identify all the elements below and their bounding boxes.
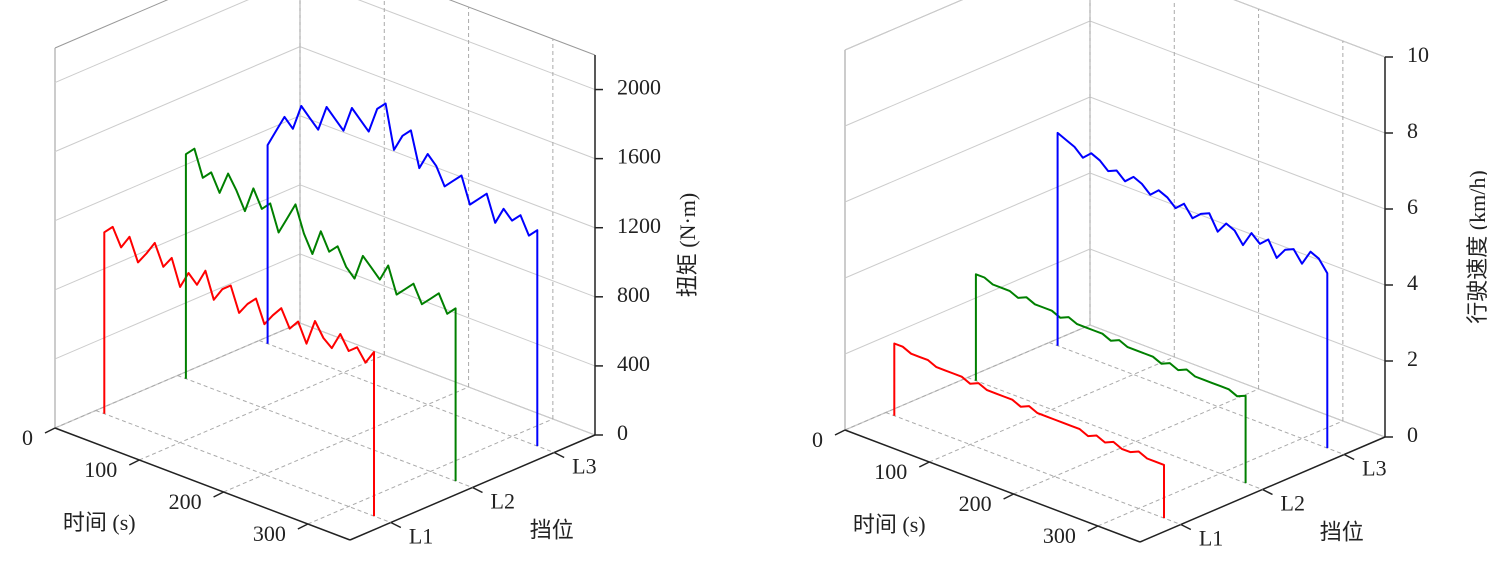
grid-line	[54, 184, 301, 291]
series-line	[1056, 131, 1329, 449]
x-axis	[54, 427, 351, 541]
grid-line	[1089, 96, 1386, 210]
grid-line	[357, 0, 596, 91]
series-line	[266, 102, 539, 447]
z-tick-label: 0	[617, 420, 628, 445]
z-tick-label: 1600	[617, 144, 661, 169]
category-axis-title: 挡位	[530, 517, 574, 542]
x-tick-label: 100	[84, 457, 117, 482]
category-tick-label: L2	[491, 489, 515, 514]
x-axis	[844, 429, 1141, 543]
grid-line	[299, 46, 596, 160]
z-tick-label: 400	[617, 351, 650, 376]
x-tick-label: 300	[253, 521, 286, 546]
category-tick	[1180, 523, 1192, 531]
wall-edge	[1233, 0, 1386, 58]
z-tick-label: 10	[1407, 42, 1429, 67]
category-tick	[1343, 453, 1355, 461]
grid-line	[1089, 248, 1386, 362]
grid-line	[54, 253, 301, 360]
z-axis-title: 行驶速度 (km/h)	[1465, 170, 1487, 323]
category-tick-label: L1	[1199, 526, 1223, 551]
grid-line	[1233, 0, 1386, 58]
wall-edge	[448, 0, 596, 56]
grid-line	[177, 375, 473, 488]
z-tick-label: 2000	[617, 75, 661, 100]
x-tick-label: 200	[959, 491, 992, 516]
grid-line	[54, 115, 301, 222]
x-tick	[834, 429, 846, 436]
x-axis-title: 时间 (s)	[63, 510, 136, 535]
category-axis-title: 挡位	[1320, 519, 1364, 544]
x-tick	[128, 459, 140, 466]
grid-line	[299, 115, 596, 229]
category-tick	[1262, 488, 1273, 496]
x-tick	[44, 427, 56, 434]
grid-line	[258, 340, 555, 453]
grid-line	[844, 172, 1091, 279]
grid-line	[844, 96, 1091, 203]
series-line	[974, 273, 1247, 484]
grid-line	[54, 0, 249, 84]
series-line	[184, 147, 457, 482]
wall-edge	[54, 0, 169, 49]
grid-line	[1089, 324, 1386, 438]
x-tick-label: 300	[1043, 523, 1076, 548]
z-axis-title: 扭矩 (N·m)	[675, 193, 700, 297]
grid-line	[1097, 420, 1344, 527]
grid-line	[95, 410, 392, 523]
grid-line	[1013, 388, 1259, 495]
chart: 0 2 4 6 8 10 行驶速度 (km/h) 0 100 200 300 时间 (s) L1 L2 L3…	[812, 0, 1487, 551]
grid-line	[1048, 342, 1345, 455]
category-tick	[553, 451, 565, 459]
category-tick-label: L1	[409, 524, 433, 549]
x-tick-label: 0	[22, 425, 33, 450]
z-tick-label: 6	[1407, 194, 1418, 219]
z-tick-label: 0	[1407, 422, 1418, 447]
x-tick	[213, 491, 224, 498]
x-tick	[918, 461, 930, 468]
grid-line	[299, 322, 596, 436]
x-tick	[297, 523, 309, 530]
grid-line	[1089, 172, 1386, 286]
grid-line	[929, 356, 1175, 463]
x-tick	[1087, 525, 1099, 532]
series-line	[893, 342, 1165, 519]
x-axis-title: 时间 (s)	[853, 512, 926, 537]
grid-line	[223, 386, 469, 493]
grid-line	[54, 46, 301, 153]
z-tick-label: 1200	[617, 213, 661, 238]
grid-line	[967, 377, 1263, 490]
x-tick	[1003, 493, 1014, 500]
x-tick-label: 100	[874, 459, 907, 484]
category-tick-label: L3	[572, 454, 596, 479]
wall-edge	[844, 0, 963, 51]
grid-line	[307, 418, 554, 525]
category-tick-label: L3	[1362, 456, 1386, 481]
category-tick	[390, 521, 402, 529]
grid-line	[844, 0, 963, 51]
z-tick-label: 4	[1407, 270, 1418, 295]
x-tick-label: 0	[812, 427, 823, 452]
category-tick	[472, 486, 483, 494]
grid-line	[299, 253, 596, 367]
grid-line	[139, 354, 385, 461]
grid-line	[299, 184, 596, 298]
z-tick-label: 2	[1407, 346, 1418, 371]
grid-line	[885, 412, 1182, 525]
grid-line	[1089, 20, 1386, 134]
chart: 0 400 800 1200 1600 2000 扭矩 (N·m) 0 100 200 300 时间 …	[22, 0, 700, 549]
category-tick-label: L2	[1281, 491, 1305, 516]
grid-line	[844, 248, 1091, 355]
series-line	[103, 225, 375, 517]
x-tick-label: 200	[169, 489, 202, 514]
z-tick-label: 800	[617, 282, 650, 307]
grid-line	[844, 20, 1091, 127]
z-tick-label: 8	[1407, 118, 1418, 143]
